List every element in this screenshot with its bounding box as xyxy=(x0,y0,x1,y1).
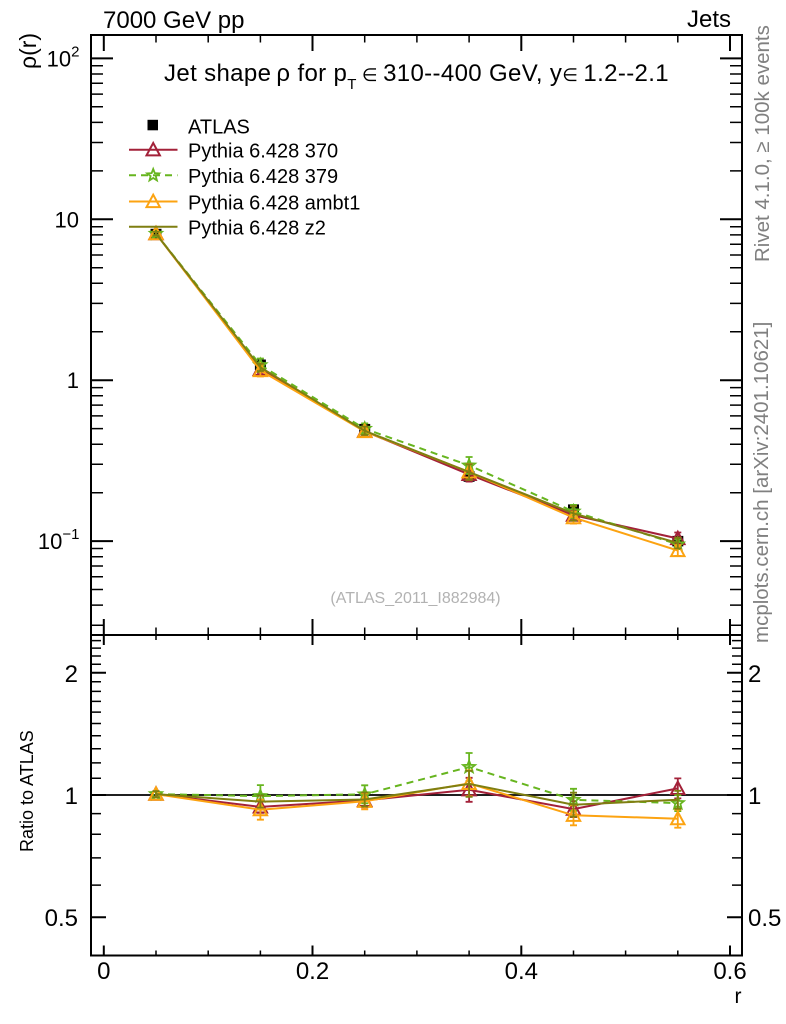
svg-text:1: 1 xyxy=(748,783,761,810)
svg-text:Jets: Jets xyxy=(687,6,731,33)
svg-text:1: 1 xyxy=(67,368,79,393)
svg-text:Pythia 6.428 ambt1: Pythia 6.428 ambt1 xyxy=(188,193,360,215)
svg-text:1: 1 xyxy=(65,783,78,810)
svg-text:Ratio to ATLAS: Ratio to ATLAS xyxy=(17,730,37,852)
svg-text:0.5: 0.5 xyxy=(45,905,78,932)
svg-text:mcplots.cern.ch [arXiv:2401.10: mcplots.cern.ch [arXiv:2401.10621] xyxy=(750,322,773,643)
svg-text:2: 2 xyxy=(748,661,761,688)
svg-text:Pythia 6.428 z2: Pythia 6.428 z2 xyxy=(188,218,326,240)
svg-text:10: 10 xyxy=(55,207,79,232)
svg-text:0: 0 xyxy=(97,958,110,985)
svg-text:Pythia 6.428 370: Pythia 6.428 370 xyxy=(188,141,338,163)
svg-text:2: 2 xyxy=(65,661,78,688)
svg-text:Pythia 6.428 379: Pythia 6.428 379 xyxy=(188,166,338,188)
svg-text:ρ(r): ρ(r) xyxy=(15,33,41,69)
svg-text:ATLAS: ATLAS xyxy=(188,117,250,139)
svg-text:Rivet 4.1.0, ≥ 100k events: Rivet 4.1.0, ≥ 100k events xyxy=(751,25,774,262)
svg-text:0.2: 0.2 xyxy=(296,958,329,985)
svg-text:r: r xyxy=(735,985,742,1008)
svg-text:0.6: 0.6 xyxy=(713,958,746,985)
svg-text:(ATLAS_2011_I882984): (ATLAS_2011_I882984) xyxy=(330,590,500,607)
svg-text:0.5: 0.5 xyxy=(748,905,781,932)
svg-text:7000 GeV pp: 7000 GeV pp xyxy=(103,7,244,34)
svg-text:0.4: 0.4 xyxy=(505,958,538,985)
